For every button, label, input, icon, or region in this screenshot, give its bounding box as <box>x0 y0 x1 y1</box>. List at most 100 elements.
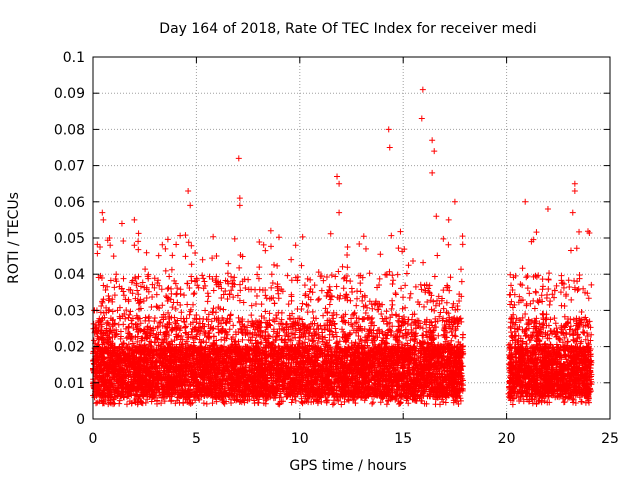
data-point <box>120 275 127 282</box>
data-point <box>411 311 418 318</box>
data-point <box>126 311 133 318</box>
data-point <box>268 243 275 250</box>
data-point <box>449 304 456 311</box>
data-point <box>94 241 101 248</box>
data-point <box>203 400 210 407</box>
data-point <box>185 239 192 246</box>
data-point <box>171 314 178 321</box>
data-point <box>458 266 465 273</box>
data-point <box>369 400 376 407</box>
data-point <box>440 235 447 242</box>
data-point <box>248 302 255 309</box>
data-point <box>134 287 141 294</box>
data-point <box>271 261 278 268</box>
data-point <box>174 285 181 292</box>
data-point <box>123 401 130 408</box>
data-point <box>220 399 227 406</box>
data-point <box>444 284 451 291</box>
data-point <box>159 241 166 248</box>
data-point <box>196 336 203 343</box>
data-point <box>260 241 267 248</box>
data-point <box>143 295 150 302</box>
data-point <box>329 401 336 408</box>
data-point <box>165 284 172 291</box>
data-point <box>137 283 144 290</box>
data-point <box>352 400 359 407</box>
data-point <box>135 291 142 298</box>
data-point <box>162 267 169 274</box>
data-point <box>389 297 396 304</box>
data-point <box>201 278 208 285</box>
data-point <box>288 399 295 406</box>
data-point <box>123 307 130 314</box>
data-point <box>407 290 414 297</box>
data-point <box>169 252 176 259</box>
data-point <box>333 283 340 290</box>
data-point <box>377 251 384 258</box>
data-point <box>294 306 301 313</box>
data-point <box>377 399 384 406</box>
data-point <box>194 282 201 289</box>
data-point <box>161 398 168 405</box>
data-point <box>231 274 238 281</box>
data-point <box>173 241 180 248</box>
data-point <box>305 336 312 343</box>
data-point <box>109 308 116 315</box>
data-point <box>320 312 327 319</box>
data-point <box>394 271 401 278</box>
data-point <box>318 272 325 279</box>
data-point <box>407 337 414 344</box>
data-point <box>125 314 132 321</box>
data-point <box>452 333 459 340</box>
data-point <box>340 285 347 292</box>
data-point <box>155 392 162 399</box>
chart-title: Day 164 of 2018, Rate Of TEC Index for r… <box>159 21 536 37</box>
data-point <box>222 287 229 294</box>
data-point <box>262 292 269 299</box>
data-point <box>213 253 220 260</box>
data-point <box>127 308 134 315</box>
data-point <box>256 286 263 293</box>
data-point <box>383 401 390 408</box>
data-point <box>120 288 127 295</box>
data-point <box>244 324 251 331</box>
data-point <box>188 242 195 249</box>
data-point <box>447 274 454 281</box>
data-point <box>347 297 354 304</box>
data-point <box>357 280 364 287</box>
data-point <box>183 338 190 345</box>
data-point <box>188 261 195 268</box>
data-point <box>97 244 104 251</box>
data-point <box>204 290 211 297</box>
data-point <box>218 294 225 301</box>
data-point <box>299 300 306 307</box>
data-point <box>230 294 237 301</box>
data-point <box>255 275 262 282</box>
data-point <box>309 289 316 296</box>
data-point <box>348 315 355 322</box>
data-point <box>224 270 231 277</box>
data-point <box>210 233 217 240</box>
data-point <box>402 282 409 289</box>
data-point <box>109 298 116 305</box>
data-point <box>125 286 132 293</box>
data-point <box>326 337 333 344</box>
data-point <box>156 319 163 326</box>
data-point <box>458 278 465 285</box>
data-point <box>383 308 390 315</box>
data-point <box>190 301 197 308</box>
data-points <box>90 86 595 408</box>
data-point <box>360 233 367 240</box>
data-point <box>314 322 321 329</box>
data-point <box>426 289 433 296</box>
data-point <box>231 235 238 242</box>
data-point <box>151 284 158 291</box>
data-point <box>315 297 322 304</box>
data-point <box>418 286 425 293</box>
data-point <box>424 298 431 305</box>
data-point <box>349 289 356 296</box>
data-point <box>321 326 328 333</box>
data-point <box>135 316 142 323</box>
data-point <box>135 230 142 237</box>
